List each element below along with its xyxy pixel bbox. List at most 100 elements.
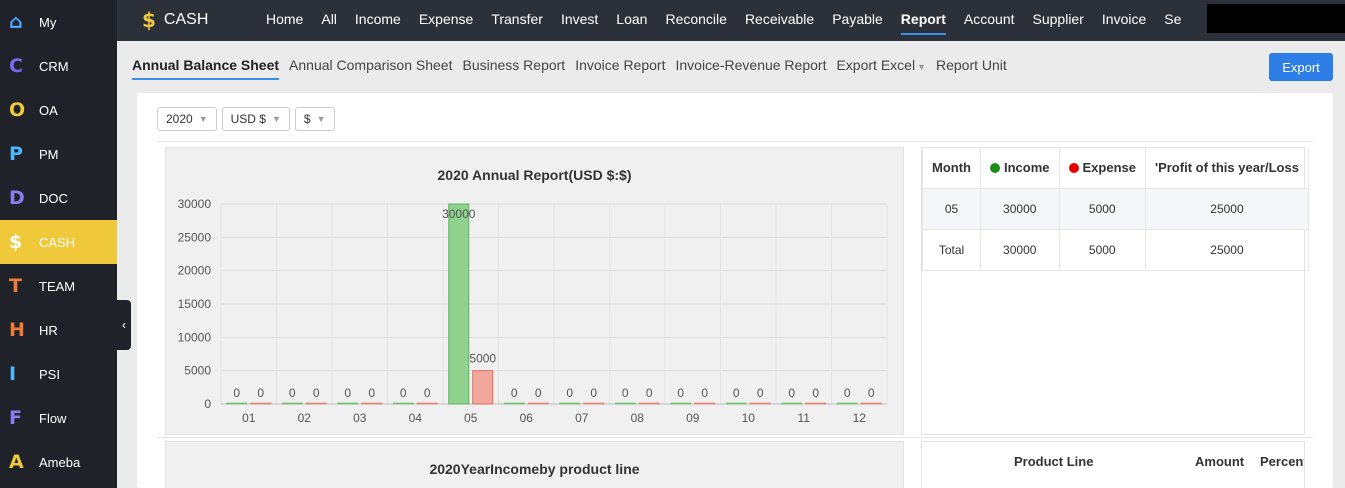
x-tick-label: 08 xyxy=(631,411,645,425)
nav-se[interactable]: Se xyxy=(1164,11,1182,27)
data-label: 5000 xyxy=(469,352,496,366)
currency-select-value: USD $ xyxy=(230,112,266,126)
data-label: 0 xyxy=(233,386,240,400)
bar-income xyxy=(559,402,581,405)
nav-transfer[interactable]: Transfer xyxy=(491,11,543,27)
sidebar-item-pm[interactable]: P PM xyxy=(0,132,117,176)
currency-select[interactable]: USD $ ▼ xyxy=(221,107,290,131)
bar-expense xyxy=(416,402,438,405)
bar-expense xyxy=(694,402,716,405)
tab-invoice-report[interactable]: Invoice Report xyxy=(575,57,666,73)
bar-expense xyxy=(860,402,882,405)
data-label: 0 xyxy=(622,386,629,400)
x-tick-label: 06 xyxy=(520,411,534,425)
sidebar-item-oa[interactable]: O OA xyxy=(0,88,117,132)
cell-income: 30000 xyxy=(979,187,1060,230)
nav-supplier[interactable]: Supplier xyxy=(1032,11,1084,27)
brand[interactable]: $ CASH xyxy=(142,8,208,32)
sidebar-item-label: PSI xyxy=(39,366,60,382)
my-icon: ⌂ xyxy=(9,11,23,33)
sidebar-item-label: PM xyxy=(39,146,59,162)
psi-icon: I xyxy=(9,363,17,385)
nav-loan[interactable]: Loan xyxy=(616,11,648,27)
product-chart-title: 2020YearIncomeby product line xyxy=(429,461,640,477)
data-label: 0 xyxy=(424,386,431,400)
nav-receivable[interactable]: Receivable xyxy=(744,11,815,27)
brand-label: CASH xyxy=(163,11,209,28)
chart-title: 2020 Annual Report(USD $:$) xyxy=(437,167,632,183)
tab-report-unit[interactable]: Report Unit xyxy=(935,57,1007,73)
nav-invest[interactable]: Invest xyxy=(560,11,599,27)
cell-profit: 25000 xyxy=(1144,187,1309,230)
nav-account[interactable]: Account xyxy=(963,11,1015,27)
sidebar-item-hr[interactable]: H HR xyxy=(0,308,117,352)
product-line-table-card: Product Line Amount Percent xyxy=(921,441,1305,488)
nav-income[interactable]: Income xyxy=(354,11,401,27)
tab-annual-comparison-sheet[interactable]: Annual Comparison Sheet xyxy=(289,57,453,73)
data-label: 0 xyxy=(289,386,296,400)
bar-expense xyxy=(361,402,383,405)
nav-reconcile[interactable]: Reconcile xyxy=(665,11,727,27)
tab-business-report[interactable]: Business Report xyxy=(462,57,566,73)
sidebar-collapse-button[interactable]: ‹ xyxy=(117,300,131,350)
caret-down-icon: ▼ xyxy=(198,114,208,124)
tab-export-excel[interactable]: Export Excel ▼ xyxy=(836,57,926,73)
col-month: Month xyxy=(922,148,981,189)
bar-income xyxy=(337,402,359,405)
hr-icon: H xyxy=(9,319,25,341)
sidebar-item-crm[interactable]: C CRM xyxy=(0,44,117,88)
filter-bar: 2020 ▼ USD $ ▼ $ ▼ xyxy=(157,107,340,131)
nav-expense[interactable]: Expense xyxy=(418,11,474,27)
col-percent: Percent xyxy=(1260,454,1305,469)
nav-home[interactable]: Home xyxy=(266,11,304,27)
data-label: 0 xyxy=(812,386,819,400)
main-nav: Home All Income Expense Transfer Invest Loan Re… xyxy=(257,0,1190,41)
data-label: 0 xyxy=(535,386,542,400)
sidebar-item-ameba[interactable]: A Ameba xyxy=(0,440,117,484)
sidebar-item-doc[interactable]: D DOC xyxy=(0,176,117,220)
export-button[interactable]: Export xyxy=(1269,53,1333,81)
sidebar-item-label: TEAM xyxy=(39,278,76,294)
data-label: 30000 xyxy=(442,207,476,221)
col-amount: Amount xyxy=(1195,454,1245,469)
x-tick-label: 02 xyxy=(298,411,312,425)
report-panel: 2020 ▼ USD $ ▼ $ ▼ 2020 Annual Report(USD $… xyxy=(137,93,1333,488)
unit-select[interactable]: $ ▼ xyxy=(294,107,335,131)
sidebar-item-label: CASH xyxy=(39,234,76,250)
data-label: 0 xyxy=(566,386,573,400)
user-area[interactable] xyxy=(1207,4,1345,33)
bar-income xyxy=(281,402,303,405)
sidebar-item-team[interactable]: T TEAM xyxy=(0,264,117,308)
ameba-icon: A xyxy=(9,451,24,473)
sidebar-item-flow[interactable]: F Flow xyxy=(0,396,117,440)
flow-icon: F xyxy=(9,407,22,429)
left-sidebar: ⌂ My C CRM O OA P PM D DOC $ CASH T TEAM H HR I PSI F Flow A… xyxy=(0,0,117,488)
data-label: 0 xyxy=(590,386,597,400)
data-label: 0 xyxy=(257,386,264,400)
cell-expense: 5000 xyxy=(1058,187,1146,230)
x-tick-label: 10 xyxy=(742,411,756,425)
data-label: 0 xyxy=(733,386,740,400)
tab-invoice-revenue-report[interactable]: Invoice-Revenue Report xyxy=(675,57,827,73)
y-tick-label: 30000 xyxy=(178,197,212,211)
nav-payable[interactable]: Payable xyxy=(832,11,883,27)
tab-annual-balance-sheet[interactable]: Annual Balance Sheet xyxy=(132,57,280,80)
data-label: 0 xyxy=(757,386,764,400)
cash-dollar-icon: $ xyxy=(142,8,156,32)
sidebar-item-my[interactable]: ⌂ My xyxy=(0,0,117,44)
year-select[interactable]: 2020 ▼ xyxy=(157,107,217,131)
nav-all[interactable]: All xyxy=(321,11,337,27)
table-row-total: Total 30000 5000 25000 xyxy=(922,228,1309,271)
sidebar-item-label: HR xyxy=(39,322,58,338)
nav-invoice[interactable]: Invoice xyxy=(1101,11,1147,27)
data-label: 0 xyxy=(313,386,320,400)
income-dot-icon xyxy=(989,163,1000,174)
sidebar-item-psi[interactable]: I PSI xyxy=(0,352,117,396)
cell-expense: 5000 xyxy=(1058,228,1146,271)
bar-income xyxy=(836,402,858,405)
sidebar-item-cash[interactable]: $ CASH xyxy=(0,220,117,264)
nav-report[interactable]: Report xyxy=(892,0,955,41)
y-tick-label: 10000 xyxy=(178,330,212,344)
year-select-value: 2020 xyxy=(166,112,193,126)
